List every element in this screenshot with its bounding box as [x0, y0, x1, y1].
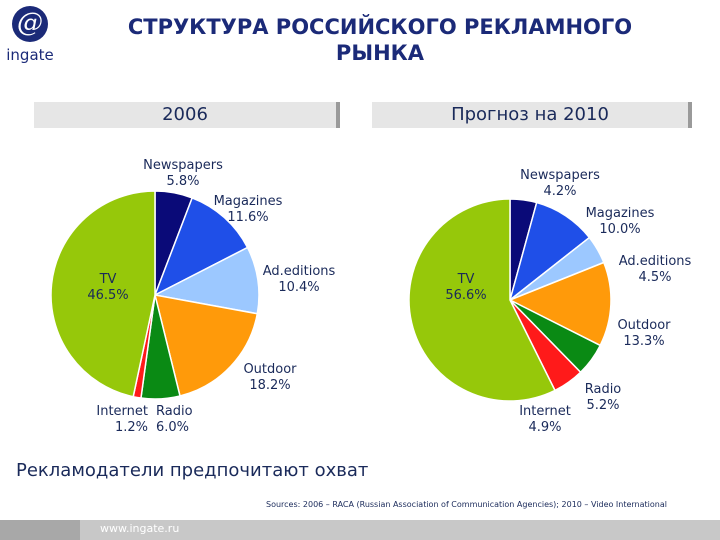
label-2006-radio: Radio 6.0% — [156, 404, 193, 436]
label-2006-adeditions: Ad.editions 10.4% — [254, 264, 344, 296]
label-2010-tv: TV 56.6% — [436, 272, 496, 304]
footer-accent — [0, 520, 80, 540]
label-2006-outdoor: Outdoor 18.2% — [232, 362, 308, 394]
logo-at-icon: @ — [12, 6, 48, 42]
label-2010-internet: Internet 4.9% — [512, 404, 578, 436]
label-2010-outdoor: Outdoor 13.3% — [606, 318, 682, 350]
label-2006-internet: Internet 1.2% — [88, 404, 148, 436]
label-2010-magazines: Magazines 10.0% — [578, 206, 662, 238]
chart-2010-title: Прогноз на 2010 — [372, 102, 692, 128]
logo-text: ingate — [4, 46, 56, 64]
tagline: Рекламодатели предпочитают охват — [16, 460, 368, 481]
page-title: СТРУКТУРА РОССИЙСКОГО РЕКЛАМНОГО РЫНКА — [100, 14, 660, 66]
ingate-logo: @ ingate — [4, 6, 56, 66]
chart-2006-title: 2006 — [34, 102, 340, 128]
label-2010-radio: Radio 5.2% — [576, 382, 630, 414]
label-2006-magazines: Magazines 11.6% — [206, 194, 290, 226]
footer-url: www.ingate.ru — [100, 522, 179, 535]
label-2010-adeditions: Ad.editions 4.5% — [610, 254, 700, 286]
label-2006-newspapers: Newspapers 5.8% — [138, 158, 228, 190]
label-2006-tv: TV 46.5% — [76, 272, 140, 304]
sources-note: Sources: 2006 – RACA (Russian Associatio… — [266, 500, 667, 509]
label-2010-newspapers: Newspapers 4.2% — [512, 168, 608, 200]
